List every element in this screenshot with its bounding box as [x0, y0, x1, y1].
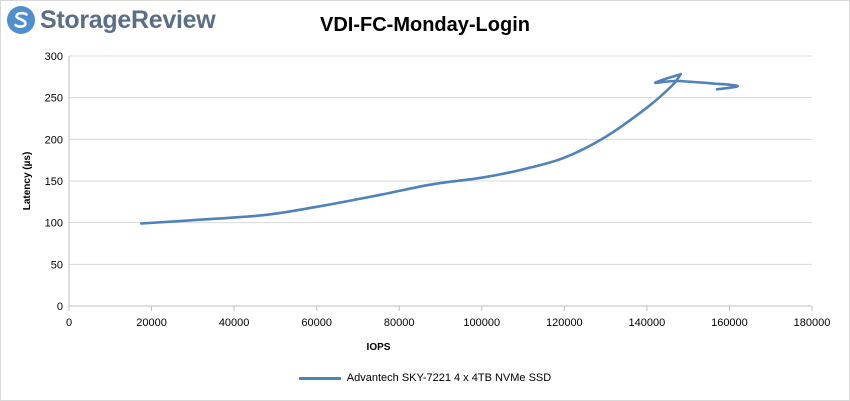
x-axis-title: IOPS [367, 342, 391, 353]
x-tick-label: 0 [66, 317, 72, 329]
x-tick-label: 60000 [301, 317, 332, 329]
storagereview-logo-icon [7, 6, 35, 34]
y-tick-label: 50 [51, 259, 63, 271]
x-tick-label: 180000 [794, 317, 831, 329]
y-axis-title: Latency (µs) [22, 152, 33, 211]
x-tick-label: 80000 [384, 317, 415, 329]
x-tick-label: 140000 [629, 317, 666, 329]
x-tick-label: 160000 [711, 317, 748, 329]
x-tick-label: 120000 [546, 317, 583, 329]
x-tick-label: 40000 [219, 317, 250, 329]
y-tick-label: 300 [45, 51, 63, 63]
x-tick-label: 20000 [136, 317, 167, 329]
logo-wordmark: StorageReview [40, 5, 216, 34]
legend-swatch [298, 376, 341, 380]
chart-legend: Advantech SKY-7221 4 x 4TB NVMe SSD [0, 372, 850, 384]
y-tick-label: 100 [45, 218, 63, 230]
y-tick-label: 250 [45, 93, 63, 105]
storagereview-logo: StorageReview [6, 4, 216, 36]
y-tick-label: 200 [45, 134, 63, 146]
y-tick-label: 150 [45, 176, 63, 188]
y-tick-label: 0 [57, 301, 63, 313]
x-tick-label: 100000 [463, 317, 500, 329]
chart-title: VDI-FC-Monday-Login [320, 14, 530, 36]
series-line-0 [139, 72, 740, 225]
legend-entry: Advantech SKY-7221 4 x 4TB NVMe SSD [346, 372, 552, 384]
